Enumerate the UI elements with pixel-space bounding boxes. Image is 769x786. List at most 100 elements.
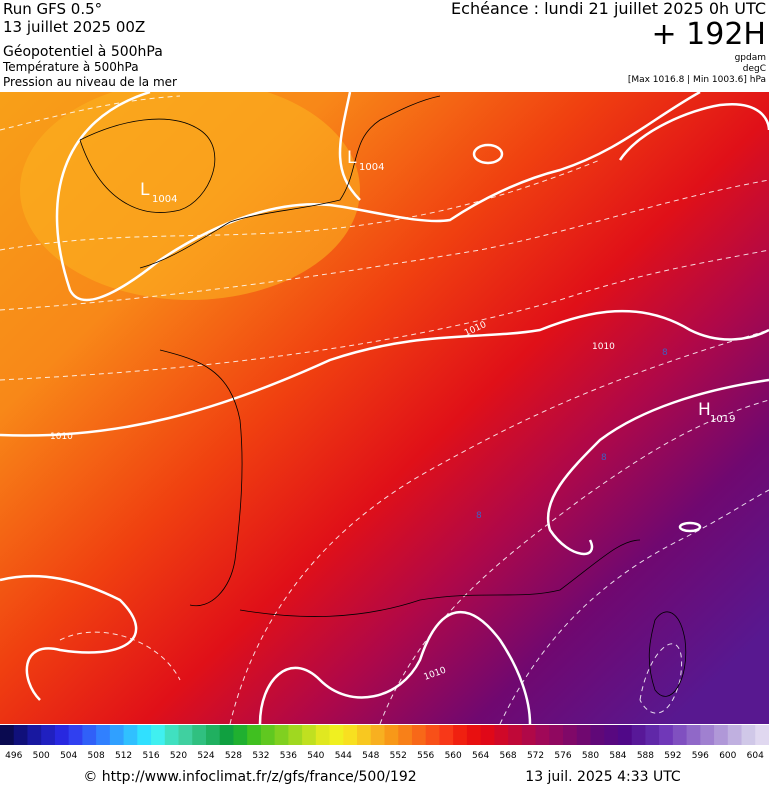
scale-tick-label: 540 [307, 751, 324, 761]
scale-swatch [384, 725, 399, 745]
scale-swatch [604, 725, 619, 745]
source-url: © http://www.infoclimat.fr/z/gfs/france/… [83, 769, 416, 785]
scale-tick-label: 604 [747, 751, 764, 761]
isobar-label: 1010 [592, 342, 615, 352]
scale-tick-label: 500 [33, 751, 50, 761]
scale-swatch [714, 725, 729, 745]
scale-swatch [109, 725, 125, 745]
scale-swatch [755, 725, 769, 745]
scale-tick-label: 564 [472, 751, 489, 761]
scale-tick-label: 580 [582, 751, 599, 761]
system-pressure: 1004 [152, 194, 177, 205]
scale-swatch [535, 725, 550, 745]
temperature-lines [0, 95, 769, 724]
scale-tick-label: 536 [280, 751, 297, 761]
warm-area [20, 92, 360, 300]
scale-tick-label: 592 [664, 751, 681, 761]
scale-swatch [741, 725, 756, 745]
scale-tick-label: 596 [692, 751, 709, 761]
scale-swatch [411, 725, 427, 745]
scale-tick-label: 512 [115, 751, 132, 761]
scale-swatch [219, 725, 234, 745]
scale-swatch [137, 725, 152, 745]
scale-tick-label: 496 [5, 751, 22, 761]
generated-time: 13 juil. 2025 4:33 UTC [525, 769, 681, 785]
scale-swatch [205, 725, 221, 745]
scale-swatch [247, 725, 262, 745]
scale-tick-label: 576 [554, 751, 571, 761]
scale-swatch [192, 725, 207, 745]
scale-swatch [96, 725, 111, 745]
scale-swatch [41, 725, 56, 745]
lead-time: + 192H [652, 17, 767, 52]
scale-swatch [27, 725, 42, 745]
scale-swatch [617, 725, 633, 745]
scale-swatch [508, 725, 523, 745]
pressure-range: [Max 1016.8 | Min 1003.6] hPa [628, 75, 766, 85]
scale-swatch [563, 725, 578, 745]
color-scale: 496 500 504 508 512 516 520 524 528 532 536 540 544 5… [0, 725, 769, 761]
system-type: L [140, 180, 150, 200]
valid-time: Echéance : lundi 21 juillet 2025 0h UTC [451, 0, 766, 18]
scale-swatch [274, 725, 289, 745]
system-pressure: 1004 [359, 162, 384, 173]
isobar-label: 1010 [50, 432, 73, 442]
scale-tick-label: 544 [335, 751, 352, 761]
scale-tick-label: 568 [499, 751, 516, 761]
scale-swatch [233, 725, 248, 745]
scale-swatch [727, 725, 743, 745]
scale-swatch [425, 725, 440, 745]
scale-swatch [302, 725, 317, 745]
scale-swatch [288, 725, 303, 745]
scale-swatch [439, 725, 454, 745]
scale-tick-label: 516 [142, 751, 159, 761]
isobars [0, 92, 769, 724]
scale-tick-label: 572 [527, 751, 544, 761]
scale-swatch [260, 725, 276, 745]
unit: gpdam [735, 53, 766, 63]
scale-tick-label: 548 [362, 751, 379, 761]
scale-swatch [329, 725, 344, 745]
temperature-label: 8 [476, 511, 482, 521]
system-type: L [347, 148, 357, 168]
scale-swatch [82, 725, 97, 745]
scale-tick-label: 588 [637, 751, 654, 761]
scale-swatch [686, 725, 701, 745]
scale-swatch [453, 725, 468, 745]
layer: Température à 500hPa [2, 60, 139, 74]
scale-tick-label: 552 [390, 751, 407, 761]
system-pressure: 1019 [710, 414, 735, 425]
scale-tick-label: 560 [445, 751, 462, 761]
scale-tick-label: 532 [252, 751, 269, 761]
scale-tick-label: 528 [225, 751, 242, 761]
temperature-label: 8 [662, 348, 668, 358]
temperature-label: 8 [601, 453, 607, 463]
scale-tick-label: 524 [197, 751, 214, 761]
coastlines [79, 95, 687, 697]
scale-swatch [480, 725, 495, 745]
scale-swatch [494, 725, 509, 745]
scale-swatch [343, 725, 358, 745]
scale-swatch [315, 725, 331, 745]
scale-swatch [164, 725, 180, 745]
scale-swatch [521, 725, 537, 745]
scale-swatch [466, 725, 482, 745]
scale-swatch [357, 725, 372, 745]
scale-swatch [645, 725, 660, 745]
run-date: 13 juillet 2025 00Z [3, 18, 145, 36]
scale-swatch [590, 725, 605, 745]
scale-swatch [672, 725, 688, 745]
run: Run GFS 0.5° [3, 0, 102, 18]
scale-swatch [151, 725, 166, 745]
scale-swatch [700, 725, 715, 745]
scale-tick-label: 600 [719, 751, 736, 761]
scale-tick-label: 584 [609, 751, 626, 761]
scale-swatch [631, 725, 646, 745]
scale-swatch [54, 725, 70, 745]
scale-swatch [123, 725, 138, 745]
scale-swatch [576, 725, 591, 745]
scale-swatch [178, 725, 193, 745]
layer: Pression au niveau de la mer [3, 75, 177, 89]
